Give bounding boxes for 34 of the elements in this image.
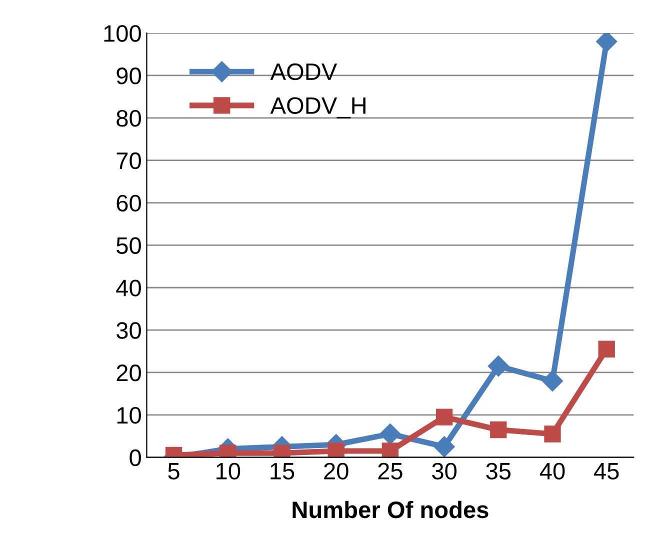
y-tick-label: 90 (116, 68, 141, 84)
y-tick-label: 60 (116, 194, 141, 212)
x-tick-label: 10 (216, 462, 240, 480)
point (596, 33, 618, 52)
x-tick-label: 30 (432, 462, 457, 480)
legend-label: AODV_H (270, 97, 366, 118)
x-tick-label: 45 (594, 463, 619, 480)
y-tick-label: 80 (116, 110, 141, 127)
point (328, 442, 344, 458)
y-tick-label: 100 (104, 25, 141, 42)
y-tick-label: 70 (116, 152, 141, 170)
y-tick-label: 20 (116, 364, 141, 382)
point (598, 340, 615, 358)
y-tick-label: 10 (117, 406, 141, 424)
point (380, 423, 401, 445)
y-tick-label: 0 (130, 449, 141, 466)
y-tick-label: 40 (116, 280, 141, 296)
x-axis-title: Number Of nodes (292, 500, 488, 518)
x-tick-label: 20 (324, 462, 348, 480)
x-tick-label: 40 (540, 462, 565, 480)
x-tick-label: 15 (270, 463, 294, 480)
point (434, 436, 455, 458)
point (542, 370, 564, 392)
legend-label: AODV (270, 63, 338, 80)
x-tick-label: 35 (486, 462, 511, 480)
point (382, 442, 399, 458)
y-tick-label: 50 (116, 237, 141, 254)
x-tick-label: 5 (168, 463, 180, 480)
y-tick-label: 30 (116, 322, 141, 339)
point (488, 356, 509, 377)
point (490, 421, 507, 438)
point (436, 408, 453, 426)
x-tick-label: 25 (378, 462, 402, 480)
point (544, 426, 561, 442)
